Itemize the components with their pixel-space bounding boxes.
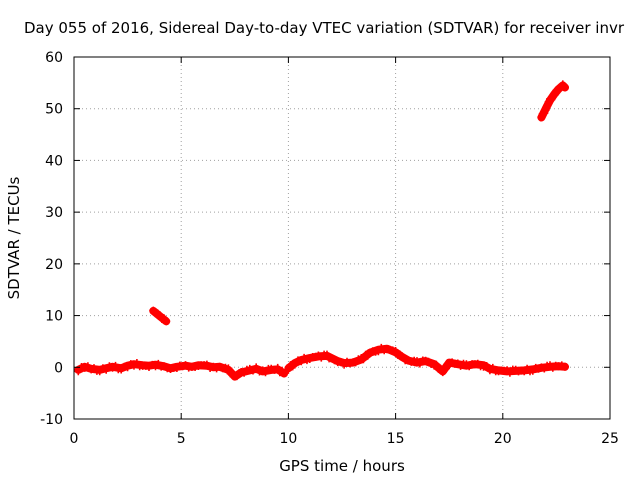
x-axis-label: GPS time / hours (279, 457, 405, 475)
data-point (273, 363, 282, 372)
plot-frame (73, 56, 611, 420)
x-tick-label: 0 (70, 431, 79, 447)
x-tick-label: 20 (494, 431, 512, 447)
y-tick-label: 40 (45, 153, 63, 169)
data-point (432, 360, 441, 369)
data-point (550, 91, 559, 100)
data-point (442, 364, 450, 373)
x-tick-label: 15 (387, 431, 405, 447)
y-tick-label: 30 (45, 205, 63, 221)
data-point (482, 362, 491, 370)
chart-title: Day 055 of 2016, Sidereal Day-to-day VTE… (24, 19, 625, 37)
data-point (280, 369, 289, 378)
data-series (74, 80, 569, 381)
data-point (561, 362, 569, 371)
y-axis-label: SDTVAR / TECUs (5, 176, 23, 299)
data-point (74, 367, 83, 376)
y-tick-label: 60 (45, 50, 63, 66)
x-tick-label: 5 (177, 431, 186, 447)
data-point (284, 365, 293, 374)
data-point (359, 355, 368, 364)
axis-ticks: 0 5 10 15 20 25 -10 0 10 20 30 40 50 60 (40, 50, 619, 447)
y-tick-label: 50 (45, 102, 63, 118)
y-tick-label: 20 (45, 257, 63, 273)
data-point (162, 317, 171, 326)
data-point (548, 92, 557, 101)
y-tick-label: 10 (45, 309, 63, 325)
data-point (543, 101, 552, 110)
data-point (561, 83, 569, 92)
y-tick-label: -10 (40, 412, 63, 428)
data-point (252, 363, 261, 372)
data-point (224, 364, 233, 373)
x-tick-label: 25 (601, 431, 619, 447)
y-tick-label: 0 (54, 360, 63, 376)
data-point (290, 360, 299, 369)
grid-lines (74, 57, 610, 419)
x-tick-label: 10 (279, 431, 297, 447)
data-point (541, 106, 550, 114)
